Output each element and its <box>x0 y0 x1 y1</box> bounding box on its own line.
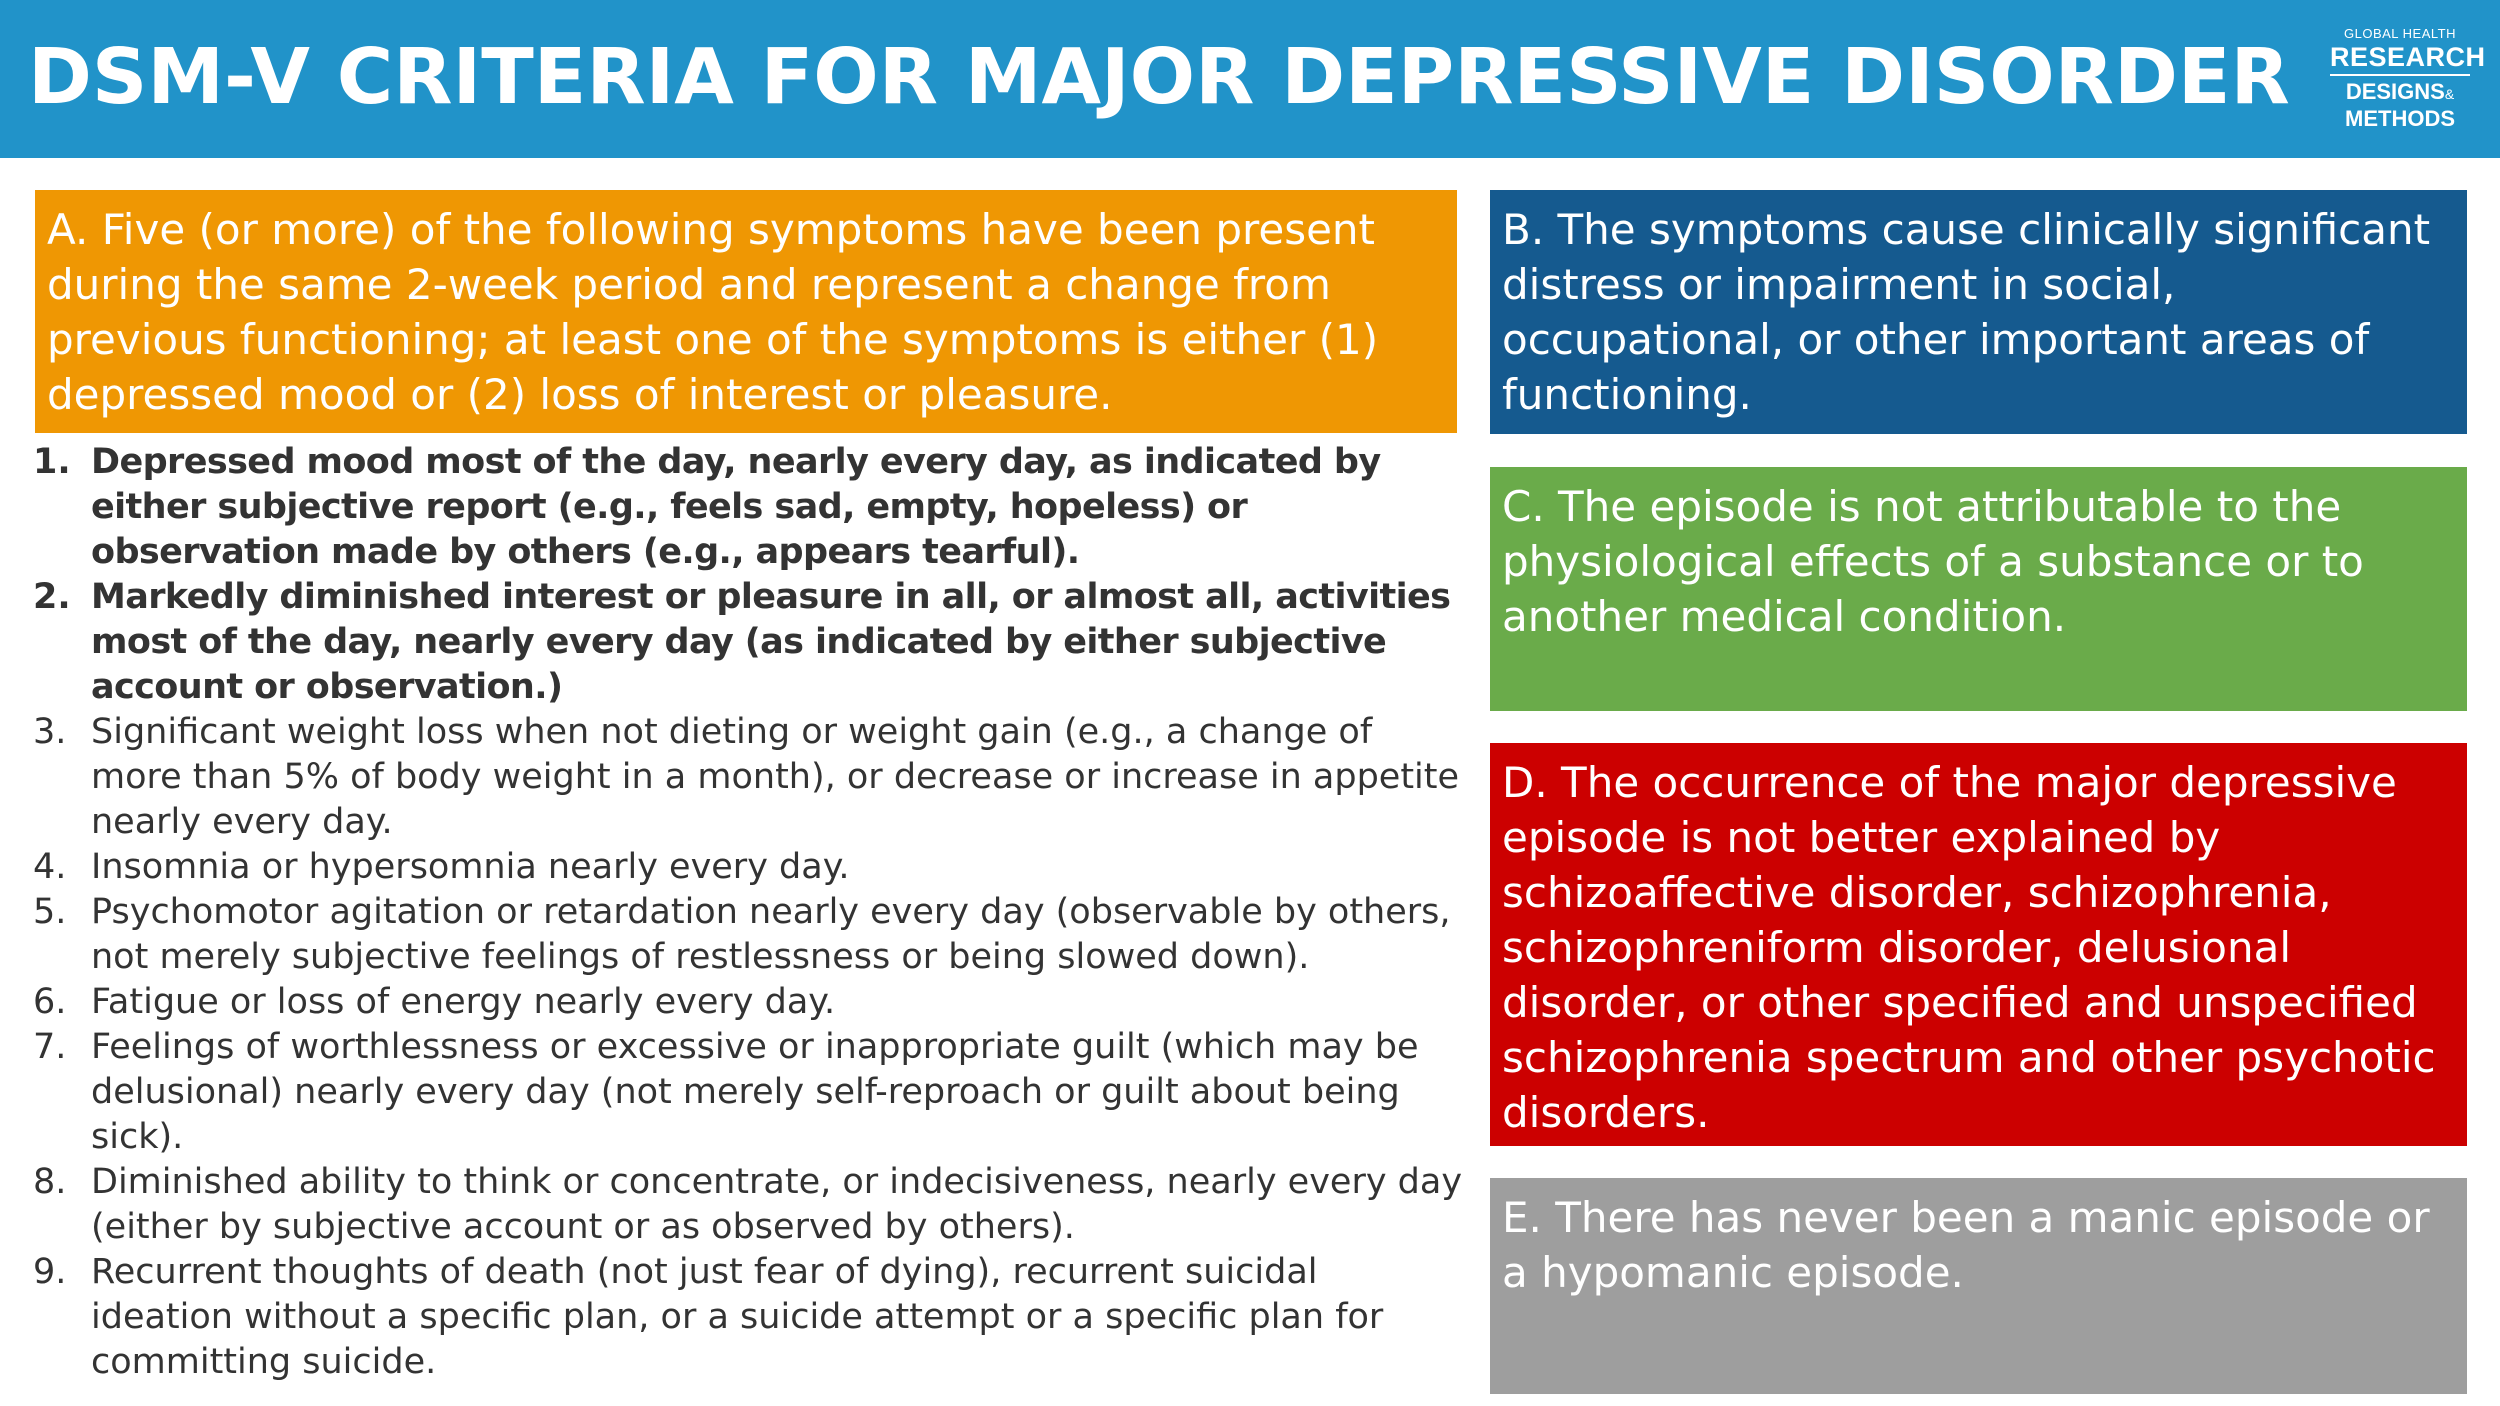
header-banner: DSM-V CRITERIA FOR MAJOR DEPRESSIVE DISO… <box>0 0 2500 158</box>
logo-line-3-text: DESIGNS <box>2345 79 2445 104</box>
logo-ampersand: & <box>2444 86 2455 102</box>
symptom-list: 1. Depressed mood most of the day, nearly… <box>33 440 1463 1385</box>
symptom-number: 6. <box>33 982 67 1022</box>
logo-line-1: GLOBAL HEALTH <box>2344 26 2456 41</box>
symptom-item-8: 8. Diminished ability to think or concent… <box>33 1160 1463 1250</box>
symptom-item-2: 2. Markedly diminished interest or pleasu… <box>33 575 1463 710</box>
symptom-number: 7. <box>33 1027 67 1067</box>
criterion-b-box: B. The symptoms cause clinically signifi… <box>1490 190 2467 434</box>
logo-line-4: METHODS <box>2345 106 2455 131</box>
symptom-text: Markedly diminished interest or pleasure… <box>91 577 1451 707</box>
logo-line-3: DESIGNS& <box>2330 79 2470 107</box>
symptom-text: Depressed mood most of the day, nearly e… <box>91 442 1381 572</box>
criterion-e-text: E. There has never been a manic episode … <box>1502 1193 2430 1297</box>
symptom-item-5: 5. Psychomotor agitation or retardation n… <box>33 890 1463 980</box>
symptom-number: 5. <box>33 892 67 932</box>
symptom-text: Significant weight loss when not dieting… <box>91 712 1460 842</box>
symptom-text: Diminished ability to think or concentra… <box>91 1162 1463 1247</box>
symptom-item-1: 1. Depressed mood most of the day, nearly… <box>33 440 1463 575</box>
symptom-number: 2. <box>33 577 71 617</box>
criterion-d-box: D. The occurrence of the major depressiv… <box>1490 743 2467 1146</box>
symptom-number: 8. <box>33 1162 67 1202</box>
symptom-number: 1. <box>33 442 71 482</box>
symptom-text: Psychomotor agitation or retardation nea… <box>91 892 1451 977</box>
criterion-b-text: B. The symptoms cause clinically signifi… <box>1502 205 2431 419</box>
symptom-text: Fatigue or loss of energy nearly every d… <box>91 982 836 1022</box>
criterion-c-text: C. The episode is not attributable to th… <box>1502 482 2364 641</box>
criterion-a-box: A. Five (or more) of the following sympt… <box>35 190 1457 433</box>
symptom-item-3: 3. Significant weight loss when not dieti… <box>33 710 1463 845</box>
criterion-e-box: E. There has never been a manic episode … <box>1490 1178 2467 1394</box>
logo-line-2: RESEARCH <box>2330 42 2485 76</box>
symptom-number: 3. <box>33 712 67 752</box>
criterion-a-text: A. Five (or more) of the following sympt… <box>47 205 1379 419</box>
symptom-text: Insomnia or hypersomnia nearly every day… <box>91 847 850 887</box>
symptom-item-7: 7. Feelings of worthlessness or excessive… <box>33 1025 1463 1160</box>
page-title: DSM-V CRITERIA FOR MAJOR DEPRESSIVE DISO… <box>28 33 2290 122</box>
criterion-c-box: C. The episode is not attributable to th… <box>1490 467 2467 711</box>
criterion-d-text: D. The occurrence of the major depressiv… <box>1502 758 2436 1137</box>
symptom-text: Feelings of worthlessness or excessive o… <box>91 1027 1419 1157</box>
symptom-number: 9. <box>33 1252 67 1292</box>
symptom-text: Recurrent thoughts of death (not just fe… <box>91 1252 1384 1382</box>
symptom-item-9: 9. Recurrent thoughts of death (not just … <box>33 1250 1463 1385</box>
symptom-item-6: 6. Fatigue or loss of energy nearly every… <box>33 980 1463 1025</box>
organization-logo: GLOBAL HEALTH RESEARCH DESIGNS& METHODS <box>2330 26 2485 131</box>
symptom-item-4: 4. Insomnia or hypersomnia nearly every d… <box>33 845 1463 890</box>
symptom-number: 4. <box>33 847 67 887</box>
